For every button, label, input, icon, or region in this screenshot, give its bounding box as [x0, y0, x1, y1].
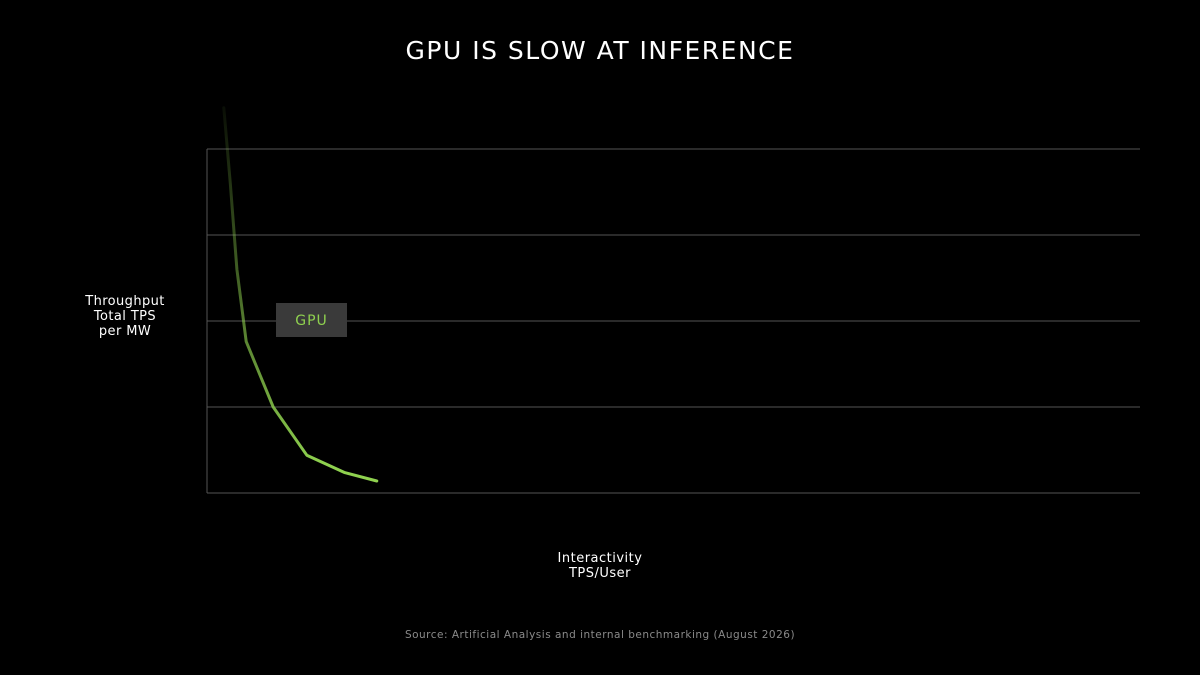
series-line-gpu: [222, 106, 379, 483]
series-label-gpu: GPU: [276, 303, 347, 337]
x-axis-label-line-2: TPS/User: [568, 566, 632, 581]
series-group: [222, 106, 379, 483]
source-note: Source: Artificial Analysis and internal…: [404, 629, 796, 641]
series-label-box: [276, 303, 347, 337]
series-label-text: GPU: [295, 313, 328, 329]
x-axis-label: Interactivity TPS/User: [500, 551, 700, 581]
x-axis-label-line-1: Interactivity: [557, 551, 643, 566]
y-axis-label-line-3: per MW: [98, 324, 152, 339]
gridlines: [207, 148, 1140, 494]
y-axis-label: Throughput Total TPS per MW: [70, 294, 180, 339]
chart-title: GPU IS SLOW AT INFERENCE: [405, 36, 795, 65]
y-axis-label-line-1: Throughput: [85, 294, 165, 309]
y-axis-label-line-2: Total TPS: [93, 309, 157, 324]
